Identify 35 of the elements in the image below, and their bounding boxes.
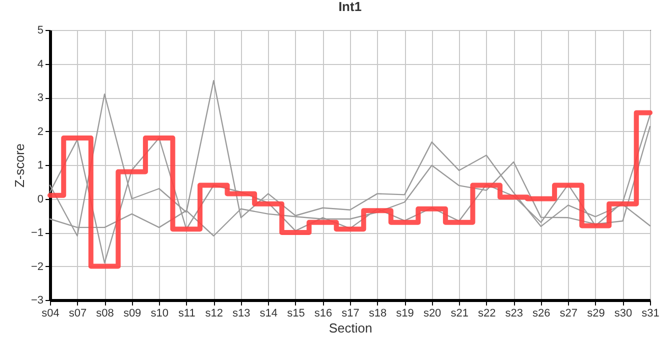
x-tick-label: s19 bbox=[396, 308, 414, 320]
x-tick-label: s18 bbox=[368, 308, 387, 320]
x-tick-label: s27 bbox=[560, 308, 578, 320]
y-tick-label: −2 bbox=[30, 260, 44, 273]
x-tick-label: s30 bbox=[614, 308, 632, 320]
y-tick-label: 5 bbox=[37, 24, 44, 36]
x-tick-label: s10 bbox=[150, 308, 168, 320]
x-tick-label: s15 bbox=[287, 308, 305, 320]
y-tick-label: 0 bbox=[37, 193, 44, 206]
x-tick-label: s21 bbox=[450, 308, 468, 320]
y-tick-label: 4 bbox=[37, 58, 44, 70]
x-tick-label: s16 bbox=[314, 308, 332, 320]
x-tick-label: s17 bbox=[342, 308, 360, 320]
y-axis-title: Z-score bbox=[12, 143, 27, 188]
x-tick-label: s26 bbox=[532, 308, 550, 320]
chart-title: Int1 bbox=[338, 0, 362, 14]
x-tick-label: s20 bbox=[423, 308, 442, 320]
x-tick-label: s08 bbox=[96, 308, 114, 320]
x-tick-label: s07 bbox=[68, 308, 87, 320]
x-tick-label: s22 bbox=[478, 308, 496, 320]
x-axis-title: Section bbox=[328, 320, 372, 336]
x-tick-label: s11 bbox=[178, 308, 196, 320]
x-tick-label: s29 bbox=[587, 308, 605, 320]
y-tick-label: 1 bbox=[37, 160, 44, 172]
x-tick-label: s31 bbox=[642, 308, 660, 320]
x-tick-label: s12 bbox=[205, 308, 224, 320]
y-tick-label: −3 bbox=[30, 294, 44, 306]
y-tick-label: 2 bbox=[37, 126, 44, 138]
x-tick-label: s14 bbox=[260, 308, 278, 320]
x-tick-label: s23 bbox=[505, 308, 524, 320]
x-tick-label: s13 bbox=[232, 308, 250, 320]
x-tick-label: s04 bbox=[42, 308, 60, 320]
y-tick-label: −1 bbox=[30, 227, 44, 239]
x-tick-label: s09 bbox=[123, 308, 142, 320]
y-tick-label: 3 bbox=[37, 92, 44, 104]
